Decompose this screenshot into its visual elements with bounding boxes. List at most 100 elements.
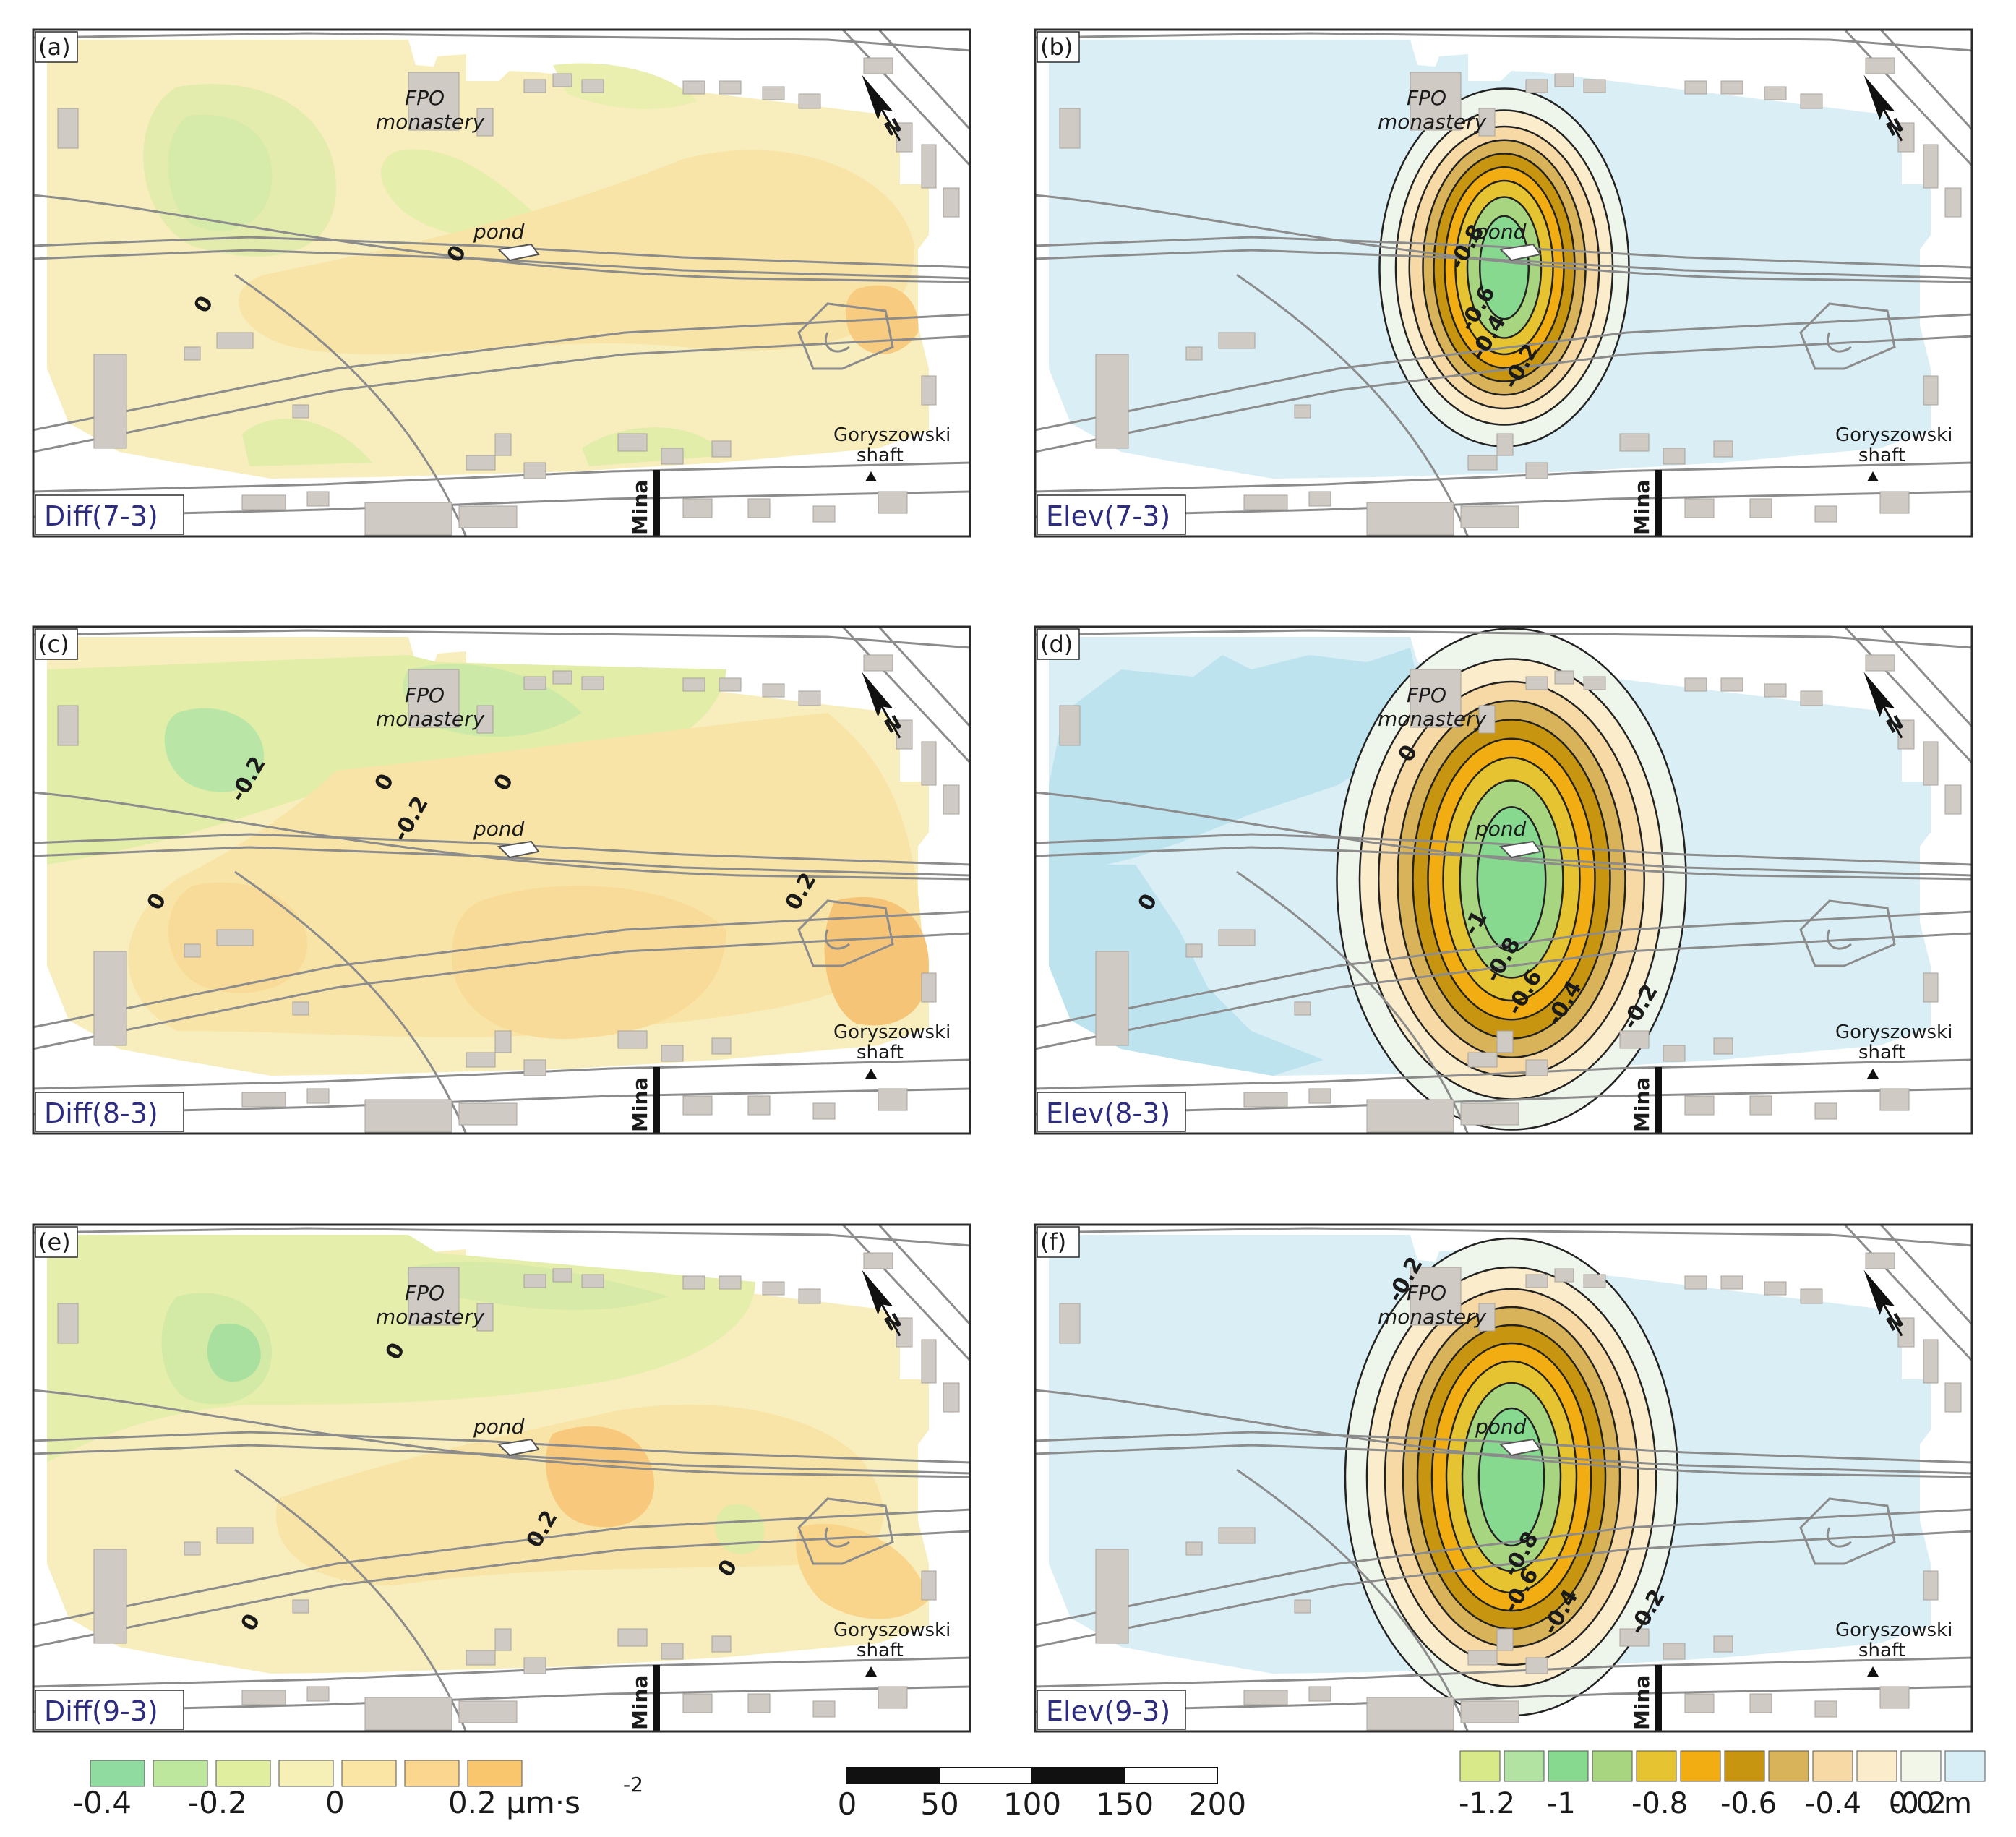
panel-b: FPOmonasterypondGoryszowskishaftMinaN-0.… [1034,28,1973,538]
building [184,346,201,361]
elevation-legend: -1.2 -1 -0.8 -0.6 -0.4 -0.20.0 m [1459,1750,1986,1820]
panel-label: Diff(7-3) [44,500,158,532]
building [1185,346,1203,361]
building [1619,1030,1650,1049]
building [1879,1686,1910,1709]
building [661,1643,684,1660]
building [581,1274,604,1288]
gravity-legend-tick: -0.4 [72,1785,132,1820]
building [1800,690,1823,706]
building [921,1339,937,1384]
road [1034,1058,1973,1090]
panel-letter-box [1037,31,1080,63]
elevation-legend-swatch [1856,1750,1897,1782]
shaft-marker-icon [865,1069,877,1079]
north-arrow-head [1863,74,1895,120]
building [523,1274,546,1288]
building [798,93,821,109]
building [57,705,79,746]
building [1684,498,1715,518]
road [33,335,971,453]
building [1923,1339,1939,1384]
road [841,29,971,168]
road [33,32,971,52]
road [33,791,971,881]
north-arrow-shaft [1882,1303,1903,1337]
building [466,455,496,471]
road [33,461,971,493]
panel-letter: (e) [38,1228,71,1256]
mine-label: Mina [1630,1675,1654,1730]
pond-outline [1498,243,1542,262]
panel-label-box [35,1690,184,1730]
map-body: FPOmonasterypondGoryszowskishaftMinaN-0.… [33,626,971,1134]
building [943,1382,960,1413]
contour-fill [242,419,372,466]
building [812,1102,836,1120]
monastery-label: FPO [405,683,445,707]
building [1684,677,1707,692]
panel-label-box [1037,1690,1186,1730]
building [458,505,518,528]
building [1185,1541,1203,1556]
building [1865,1252,1895,1269]
building [292,1001,309,1016]
building [408,72,460,131]
mine-boundary-marker [1655,1665,1662,1732]
building [1923,741,1939,786]
building [216,929,254,946]
elevation-legend-swatch [1900,1750,1942,1782]
road [1236,273,1470,537]
north-arrow-shaft [880,108,901,142]
contour-fill [207,1324,261,1382]
building [1460,1102,1519,1126]
building [921,741,937,786]
mine-boundary-marker [653,1067,660,1134]
building [1059,705,1081,746]
building [1496,1030,1514,1053]
building [682,1095,713,1116]
building [798,1288,821,1304]
elevation-legend-tick: -1.2 [1459,1787,1515,1820]
building [93,354,127,449]
building [878,491,908,514]
building [1308,1686,1331,1702]
building [682,80,705,95]
building [1478,705,1496,734]
building [921,972,937,1003]
building [1308,1088,1331,1104]
building [1366,1697,1454,1731]
building [93,951,127,1046]
building [1294,404,1311,419]
road [33,1508,971,1627]
building [476,705,494,734]
road [1799,1497,1896,1565]
building [466,1052,496,1068]
gravity-legend-swatch [278,1760,334,1787]
building [1583,1274,1606,1288]
building [1496,1628,1514,1651]
building [1684,1275,1707,1290]
monastery-label: monastery [376,707,485,731]
panel-letter: (c) [38,630,69,658]
building [306,1088,330,1104]
shaft-label: Goryszowski [1835,1619,1952,1641]
building [1749,1693,1772,1713]
building [1525,1274,1548,1288]
building [1749,498,1772,518]
building [292,404,309,419]
building [1897,719,1915,750]
building [1944,1382,1962,1413]
road [1034,236,1973,269]
road [33,1656,971,1688]
building [1583,676,1606,690]
panel-f: FPOmonasterypondGoryszowskishaftMinaN-0.… [1034,1223,1973,1733]
building [1467,1650,1498,1666]
building [1059,1303,1081,1344]
building [1496,433,1514,456]
building [1764,1281,1787,1296]
gravity-legend: -0.4 -0.2 0 0.2 µm·s -2 [72,1760,643,1820]
road [1236,1468,1470,1732]
scale-bar: 0 50 100 150 200 [838,1767,1246,1822]
